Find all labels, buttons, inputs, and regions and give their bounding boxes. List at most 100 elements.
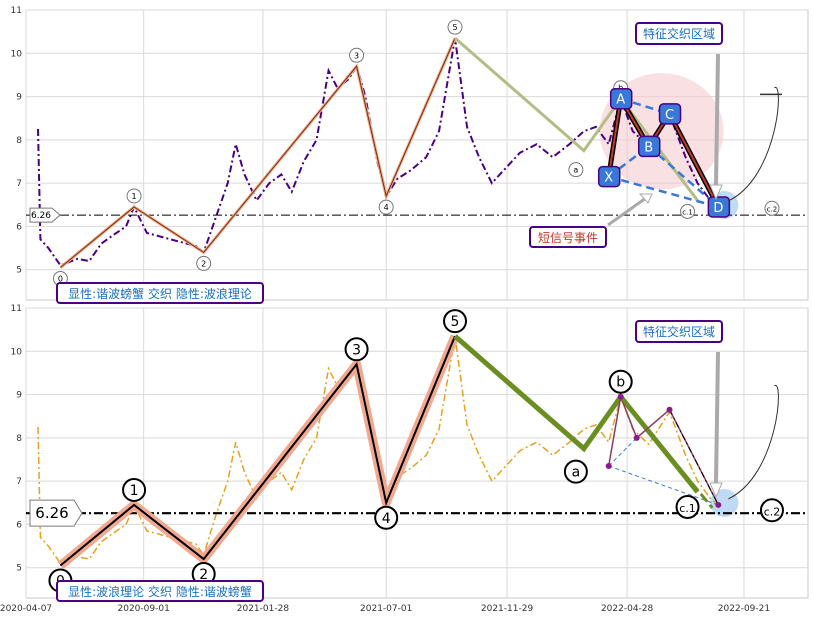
top-y-tick-label: 10 xyxy=(11,49,23,59)
x-tick-label: 2021-01-28 xyxy=(237,604,290,614)
bottom-wave-label: 5 xyxy=(451,314,460,330)
bottom-wave-label: 4 xyxy=(382,511,391,527)
bottom-wave-line xyxy=(59,335,456,567)
bottom-wave-marker xyxy=(122,477,147,502)
bottom-harmonic-point xyxy=(605,462,612,469)
top-feature-zone-box xyxy=(635,22,723,45)
top-short-signal-arrow xyxy=(607,196,647,227)
bottom-harmonic-cd xyxy=(669,409,719,506)
bottom-y-tick-label: 9 xyxy=(16,391,22,401)
bottom-wave-marker xyxy=(608,369,633,394)
top-reference-label: 6.26 xyxy=(31,211,51,221)
bottom-wave-label: b xyxy=(616,375,625,391)
bottom-wave-marker xyxy=(759,498,784,523)
top-y-tick-label: 6 xyxy=(16,222,22,232)
bottom-feature-zone-box xyxy=(635,320,723,343)
top-wave-marker xyxy=(568,162,584,178)
x-tick-label: 2021-11-29 xyxy=(481,604,534,614)
x-tick-label: 2021-07-01 xyxy=(360,604,412,614)
top-panel: 5678910116.26012345abc.1c.2XABCD特征交织区域短信… xyxy=(11,6,809,304)
top-harmonic-label-box xyxy=(658,103,682,125)
top-wave-marker xyxy=(447,19,463,35)
bottom-wave-label: a xyxy=(572,465,581,481)
bottom-harmonic-bd xyxy=(619,395,714,509)
top-wave-label: 5 xyxy=(452,23,457,32)
top-wave-label: c.1 xyxy=(682,208,693,216)
top-wave-label: 1 xyxy=(132,192,137,201)
bottom-wave-label: 3 xyxy=(352,342,361,358)
bottom-plot-area xyxy=(25,307,809,599)
top-wave-marker xyxy=(680,203,696,219)
top-wave-label: 2 xyxy=(201,259,206,268)
top-price-line xyxy=(37,37,719,267)
top-wave-label: c.2 xyxy=(767,205,778,213)
x-tick-label: 2020-09-01 xyxy=(118,604,170,614)
top-y-tick-label: 9 xyxy=(16,93,22,103)
bottom-wave-marker xyxy=(344,337,369,362)
top-wave-label: 4 xyxy=(384,203,389,212)
bottom-harmonic-point xyxy=(617,393,624,400)
top-curved-arrow xyxy=(728,87,779,202)
x-tick-label: 2020-04-07 xyxy=(0,604,52,614)
top-harmonic-bd xyxy=(647,145,720,208)
top-wave-marker xyxy=(196,255,212,271)
bottom-legend-box xyxy=(56,580,264,602)
top-y-tick-label: 11 xyxy=(11,6,22,16)
top-y-tick-label: 5 xyxy=(16,266,22,276)
bottom-wave-marker xyxy=(374,505,399,530)
bottom-panel: 5678910116.26012345abc.1c.2特征交织区域显性:波浪理论… xyxy=(11,304,809,602)
bottom-harmonic-point xyxy=(666,406,673,413)
bottom-feature-zone-label: 特征交织区域 xyxy=(643,324,715,339)
top-harmonic-label: D xyxy=(713,201,723,216)
bottom-zone-arrow-head xyxy=(709,482,723,499)
bottom-y-tick-label: 10 xyxy=(11,347,23,357)
shared-x-axis: 2020-04-07 2020-09-01 2021-01-28 2021-07-01… xyxy=(0,604,770,614)
x-tick-label: 2022-09-21 xyxy=(718,604,770,614)
top-harmonic-label-box xyxy=(707,196,731,218)
bottom-wave-label: c.2 xyxy=(764,505,781,518)
bottom-wave-marker xyxy=(443,309,468,334)
top-harmonic-label-box xyxy=(597,165,621,188)
top-feature-zone-label: 特征交织区域 xyxy=(643,26,715,41)
top-harmonic-xd xyxy=(608,175,719,209)
top-y-tick-label: 8 xyxy=(16,136,22,146)
bottom-wave-marker xyxy=(675,494,700,519)
bottom-curved-arrow xyxy=(728,385,779,500)
top-zone-arrow-shaft xyxy=(714,53,720,185)
bottom-y-tick-label: 5 xyxy=(16,564,22,574)
bottom-zone-arrow-shaft xyxy=(714,351,720,483)
bottom-reference-label: 6.26 xyxy=(35,504,68,522)
top-harmonic-label-box xyxy=(609,87,633,110)
top-wave-marker xyxy=(126,188,142,204)
bottom-y-tick-label: 7 xyxy=(16,477,22,487)
bottom-harmonic-xd xyxy=(608,465,719,506)
top-legend-box xyxy=(56,282,264,304)
top-short-signal-label: 短信号事件 xyxy=(538,231,598,245)
top-harmonic-label-box xyxy=(637,135,661,158)
top-wave-label: a xyxy=(573,166,578,175)
bottom-wave-label: c.1 xyxy=(679,502,696,515)
bottom-y-tick-label: 11 xyxy=(11,304,22,314)
bottom-y-tick-label: 6 xyxy=(16,520,22,530)
top-wave-marker xyxy=(349,47,365,63)
top-y-tick-label: 7 xyxy=(16,179,22,189)
bottom-harmonic-point xyxy=(715,501,722,508)
top-wave-line xyxy=(60,37,456,268)
top-harmonic-label: A xyxy=(616,93,625,108)
bottom-wave-marker xyxy=(563,459,588,484)
bottom-reference-arrow xyxy=(29,499,83,527)
top-legend-label: 显性:谐波螃蟹 交织 隐性:波浪理论 xyxy=(68,286,252,301)
bottom-wave-label: 2 xyxy=(199,567,208,583)
top-harmonic-label: X xyxy=(604,171,613,186)
top-reference-arrow xyxy=(29,207,61,223)
top-harmonic-label: C xyxy=(665,108,674,123)
top-wave-label: 3 xyxy=(354,51,359,60)
top-wave-marker xyxy=(764,200,780,216)
bottom-wave-label: 1 xyxy=(130,483,139,499)
top-harmonic-label: B xyxy=(644,140,653,155)
x-tick-label: 2022-04-28 xyxy=(601,604,654,614)
bottom-y-tick-label: 8 xyxy=(16,434,22,444)
bottom-legend-label: 显性:波浪理论 交织 隐性:谐波螃蟹 xyxy=(68,584,252,599)
